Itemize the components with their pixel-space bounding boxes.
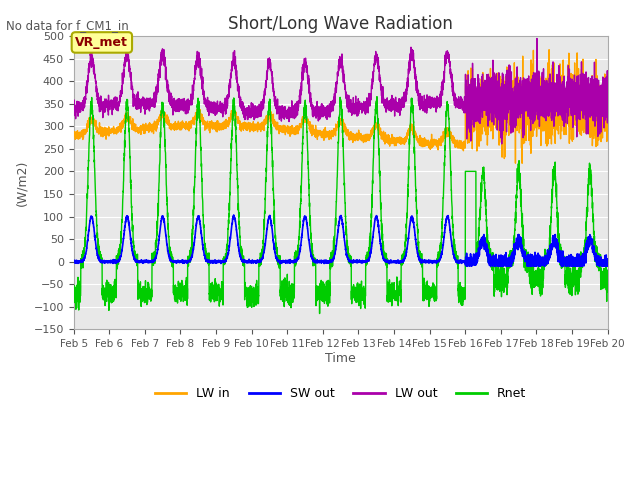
Legend: LW in, SW out, LW out, Rnet: LW in, SW out, LW out, Rnet <box>150 382 531 405</box>
Y-axis label: (W/m2): (W/m2) <box>15 159 28 206</box>
Text: VR_met: VR_met <box>76 36 128 49</box>
Title: Short/Long Wave Radiation: Short/Long Wave Radiation <box>228 15 453 33</box>
X-axis label: Time: Time <box>325 352 356 365</box>
Text: No data for f_CM1_in: No data for f_CM1_in <box>6 19 129 32</box>
